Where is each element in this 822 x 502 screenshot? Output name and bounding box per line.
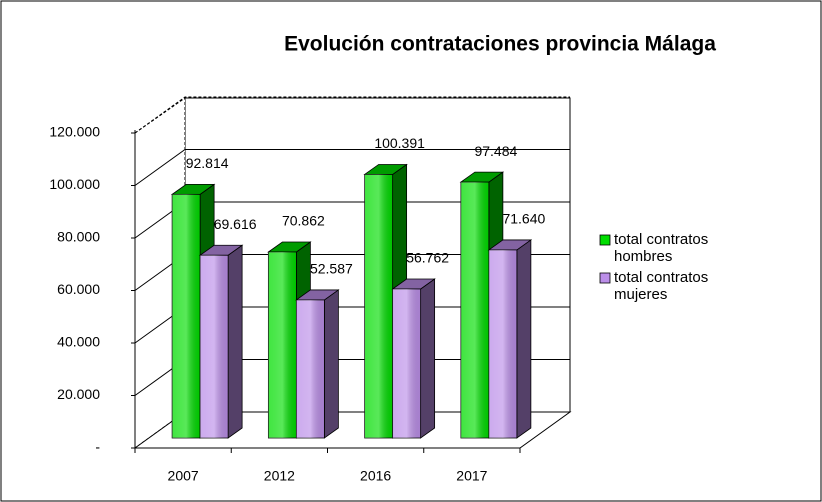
value-label: 70.862 [282, 213, 325, 229]
bar-shine [460, 182, 489, 438]
bar-side [323, 289, 339, 439]
grid-line [134, 149, 570, 186]
y-tick-label: 120.000 [49, 124, 100, 140]
legend [592, 226, 752, 312]
legend-swatch [599, 272, 611, 284]
bar-shine [296, 299, 325, 438]
bar-shine [200, 255, 229, 438]
bar-side [516, 239, 532, 439]
legend-label: total contratos hombres [614, 231, 708, 265]
bar-shine [268, 251, 297, 438]
legend-label: total contratos mujeres [614, 269, 708, 303]
x-tick-label: 2012 [264, 468, 295, 484]
bar-shine [364, 174, 393, 438]
value-label: 100.391 [374, 135, 425, 151]
bar-shine [488, 249, 517, 438]
value-label: 97.484 [474, 143, 517, 159]
x-tick-label: 2017 [456, 468, 487, 484]
bar-shine [172, 194, 201, 438]
y-tick-label: 80.000 [57, 229, 100, 245]
y-tick-label: 60.000 [57, 281, 100, 297]
grid-line [134, 96, 570, 134]
x-tick-label: 2007 [168, 468, 199, 484]
y-tick-label: 100.000 [49, 176, 100, 192]
value-label: 71.640 [502, 211, 545, 227]
value-label: 92.814 [186, 155, 229, 171]
bar-side [227, 244, 243, 439]
value-label: 52.587 [310, 261, 353, 277]
y-tick-label: 40.000 [57, 334, 100, 350]
value-label: 69.616 [214, 216, 257, 232]
bar-shine [392, 288, 421, 438]
chart-title: Evolución contrataciones provincia Málag… [284, 33, 716, 56]
legend-swatch [599, 234, 611, 246]
value-label: 56.762 [406, 250, 449, 266]
x-tick-label: 2016 [360, 468, 391, 484]
bar-side [420, 278, 436, 439]
y-tick-label: - [95, 439, 100, 455]
y-tick-label: 20.000 [57, 386, 100, 402]
